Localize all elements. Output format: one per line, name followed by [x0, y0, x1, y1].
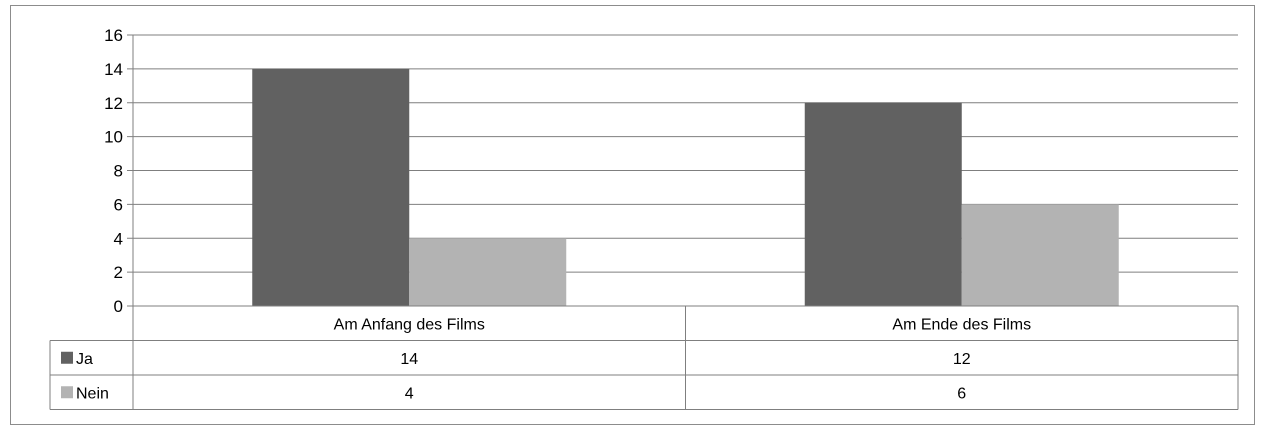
bars [252, 68, 1119, 306]
y-tick-label: 10 [104, 128, 123, 147]
y-tick-label: 2 [114, 263, 123, 282]
y-tick-label: 4 [114, 229, 123, 248]
x-category-label: Am Anfang des Films [334, 316, 485, 333]
bar-nein-0 [409, 238, 567, 306]
data-label: 14 [400, 351, 418, 368]
data-label: 6 [957, 385, 966, 402]
y-tick-label: 8 [114, 162, 123, 181]
data-table: Am Anfang des Films Am Ende des Films Ja 14… [49, 305, 1239, 410]
legend-label-nein: Nein [76, 385, 109, 402]
bar-nein-1 [961, 204, 1119, 306]
y-tick-label: 14 [104, 60, 123, 79]
legend-key-ja [61, 351, 73, 364]
bar-ja-0 [252, 68, 410, 306]
bar-ja-1 [804, 102, 962, 306]
chart-frame [10, 5, 1255, 425]
y-tick-label: 0 [114, 297, 123, 316]
legend-label-ja: Ja [76, 351, 93, 368]
x-category-label: Am Ende des Films [892, 316, 1031, 333]
y-tick-label: 12 [104, 94, 123, 113]
y-tick-label: 6 [114, 195, 123, 214]
y-axis-tick-labels: 0 2 4 6 8 10 12 14 16 [104, 26, 123, 316]
legend-key-nein [61, 386, 73, 399]
data-label: 4 [405, 385, 414, 402]
data-label: 12 [953, 351, 971, 368]
y-tick-label: 16 [104, 26, 123, 45]
